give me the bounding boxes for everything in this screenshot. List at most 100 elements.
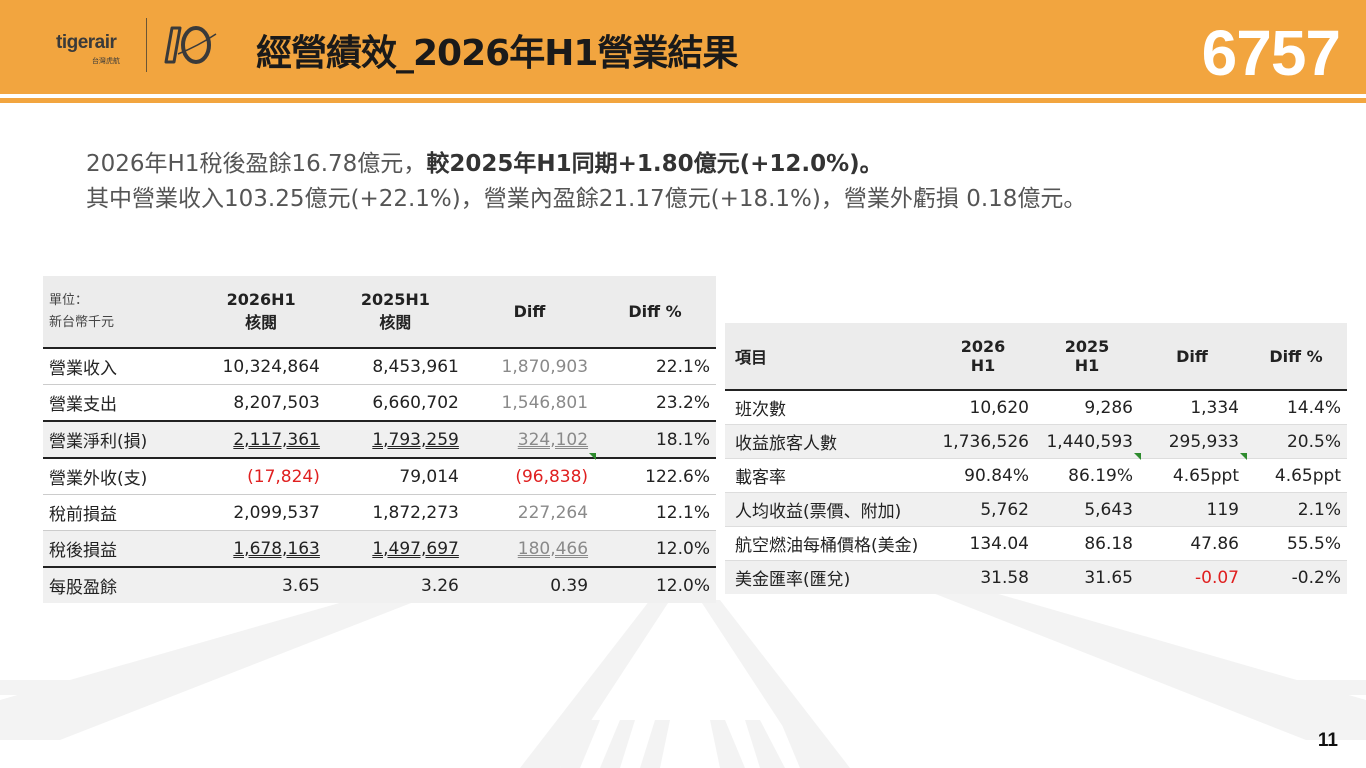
row-label: 收益旅客人數 — [725, 424, 931, 459]
value-2026h1: 134.04 — [931, 526, 1035, 561]
column-header-line2: H1 — [970, 356, 996, 375]
tigerair-logo-subtitle: 台灣虎航 — [92, 57, 120, 65]
table-row: 人均收益(票價、附加) 5,762 5,643 119 2.1% — [725, 492, 1347, 527]
column-header: Diff % — [1245, 323, 1347, 391]
value-2025h1: 6,660,702 — [325, 384, 465, 421]
row-label: 營業支出 — [43, 384, 197, 421]
value-2025h1: 31.65 — [1035, 560, 1139, 594]
value-text: 2,117,361 — [233, 429, 320, 450]
table-row: 稅前損益 2,099,537 1,872,273 227,264 12.1% — [43, 494, 716, 531]
value-diff-pct: 14.4% — [1245, 389, 1347, 425]
row-label: 營業外收(支) — [43, 457, 197, 495]
row-label: 營業淨利(損) — [43, 420, 197, 458]
table-row: 航空燃油每桶價格(美金) 134.04 86.18 47.86 55.5% — [725, 526, 1347, 561]
column-header-line1: Diff % — [628, 302, 682, 321]
value-2025h1: 8,453,961 — [325, 347, 465, 385]
column-header-line1: 2026 — [960, 337, 1006, 356]
value-diff-pct: -0.2% — [1245, 560, 1347, 594]
financial-results-table: 單位： 新台幣千元 2026H1 核閱 2025H1 核閱 Diff Diff … — [43, 276, 716, 603]
value-2026h1: 31.58 — [931, 560, 1035, 594]
value-diff: 1,870,903 — [464, 347, 595, 385]
table-row: 收益旅客人數 1,736,526 1,440,593 295,933 20.5% — [725, 424, 1347, 459]
row-label: 航空燃油每桶價格(美金) — [725, 526, 931, 561]
value-diff-pct: 22.1% — [594, 347, 716, 385]
value-diff: 227,264 — [464, 494, 595, 531]
row-label: 營業收入 — [43, 347, 197, 385]
summary-line-1: 2026年H1稅後盈餘16.78億元，較2025年H1同期+1.80億元(+12… — [86, 147, 1326, 182]
value-diff: 4.65ppt — [1139, 453, 1247, 493]
value-diff-pct: 23.2% — [594, 384, 716, 421]
value-diff: 1,334 — [1139, 389, 1245, 425]
value-2025h1: 79,014 — [325, 457, 465, 495]
value-diff: 324,102 — [464, 420, 595, 458]
stock-code: 6757 — [1201, 17, 1341, 89]
header-underline — [0, 98, 1366, 103]
value-2026h1: (17,824) — [196, 457, 326, 495]
summary-line-2: 其中營業收入103.25億元(+22.1%)，營業內盈餘21.17億元(+18.… — [86, 186, 1087, 212]
unit-label: 單位： — [49, 292, 89, 308]
page-number: 11 — [1317, 730, 1338, 751]
column-header: 2025H1 核閱 — [325, 276, 465, 349]
table-row: 營業收入 10,324,864 8,453,961 1,870,903 22.1… — [43, 347, 716, 385]
value-diff: 295,933 — [1139, 424, 1245, 459]
value-text: 324,102 — [517, 429, 589, 450]
value-diff-pct: 12.1% — [594, 494, 716, 531]
value-2026h1: 2,099,537 — [196, 494, 326, 531]
value-diff: 1,546,801 — [464, 384, 595, 421]
column-header-line2: 核閱 — [379, 313, 412, 332]
column-header-line1: 2025 — [1064, 337, 1110, 356]
value-2026h1: 10,324,864 — [196, 347, 326, 385]
value-2025h1: 1,497,697 — [325, 530, 465, 567]
value-diff: 47.86 — [1139, 526, 1245, 561]
column-header-line1: Diff — [513, 302, 546, 321]
anniversary-10-icon — [164, 26, 217, 64]
value-2025h1: 86.19% — [1035, 453, 1141, 493]
value-diff-pct: 4.65ppt — [1245, 458, 1347, 493]
row-label: 班次數 — [725, 389, 931, 425]
value-2025h1: 1,440,593 — [1035, 424, 1139, 459]
value-diff: -0.07 — [1139, 560, 1245, 594]
row-label: 人均收益(票價、附加) — [725, 492, 931, 527]
row-label: 稅前損益 — [43, 494, 197, 531]
value-text: 1,678,163 — [233, 538, 320, 559]
value-text: 180,466 — [517, 538, 589, 559]
value-2025h1: 86.18 — [1035, 526, 1139, 561]
value-2026h1: 1,736,526 — [931, 424, 1035, 459]
column-header: 2026H1 核閱 — [196, 276, 326, 349]
row-label: 每股盈餘 — [43, 566, 197, 603]
column-header-line2: H1 — [1074, 356, 1100, 375]
column-header: 2025 H1 — [1035, 323, 1139, 391]
table-header-row: 單位： 新台幣千元 2026H1 核閱 2025H1 核閱 Diff Diff … — [43, 276, 716, 349]
value-text: 1,497,697 — [372, 538, 459, 559]
column-header-line1: Diff % — [1269, 346, 1323, 366]
table-row: 營業支出 8,207,503 6,660,702 1,546,801 23.2% — [43, 384, 716, 421]
table-row: 載客率 90.84% 86.19% 4.65ppt 4.65ppt — [725, 453, 1347, 493]
row-label: 美金匯率(匯兌) — [725, 560, 931, 594]
unit-header-cell: 單位： 新台幣千元 — [43, 276, 197, 349]
header-bar: tigerair 台灣虎航 經營績效_2026年H1營業結果 6757 — [0, 0, 1366, 94]
value-2026h1: 10,620 — [931, 389, 1035, 425]
value-2025h1: 5,643 — [1035, 492, 1139, 527]
value-diff-pct: 55.5% — [1245, 526, 1347, 561]
value-diff-pct: 122.6% — [594, 457, 716, 495]
column-header: 項目 — [725, 323, 931, 391]
table-row: 稅後損益 1,678,163 1,497,697 180,466 12.0% — [43, 530, 716, 567]
row-label: 載客率 — [725, 458, 931, 493]
value-2025h1: 1,793,259 — [325, 420, 465, 458]
column-header: Diff — [1139, 323, 1245, 391]
value-diff-pct: 18.1% — [594, 420, 716, 458]
value-diff-pct: 12.0% — [594, 566, 716, 603]
value-2026h1: 90.84% — [931, 458, 1035, 493]
value-2026h1: 5,762 — [931, 492, 1035, 527]
value-2025h1: 1,872,273 — [325, 494, 465, 531]
value-diff: 119 — [1139, 492, 1245, 527]
runway-background-graphic — [0, 580, 1366, 768]
row-label: 稅後損益 — [43, 530, 197, 567]
value-diff: 180,466 — [464, 530, 595, 567]
value-diff-pct: 12.0% — [594, 530, 716, 567]
column-header-line2: 核閱 — [245, 313, 278, 332]
value-text: 1,793,259 — [372, 429, 459, 450]
value-2026h1: 8,207,503 — [196, 384, 326, 421]
value-2026h1: 3.65 — [196, 566, 326, 603]
summary-line-1-part-a: 2026年H1稅後盈餘16.78億元， — [86, 151, 427, 177]
